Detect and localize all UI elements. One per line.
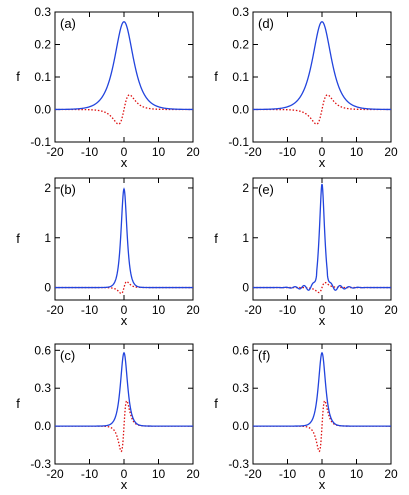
y-tick-label: 2	[44, 181, 51, 195]
x-tick-label: -20	[244, 145, 262, 159]
y-tick-label: 0.3	[232, 381, 249, 395]
x-tick-label: 20	[186, 145, 200, 159]
panel-label: (c)	[60, 348, 75, 363]
y-tick-label: 0.2	[232, 38, 249, 52]
y-tick-label: 0.0	[232, 103, 249, 117]
y-tick-label: 0	[242, 281, 249, 295]
x-axis-label: x	[121, 155, 128, 170]
x-tick-label: -10	[81, 303, 99, 317]
series-solid-line	[253, 183, 391, 291]
y-tick-label: 0.3	[34, 5, 51, 19]
series-solid-line	[253, 351, 391, 427]
x-tick-label: -10	[279, 145, 297, 159]
x-tick-label: 0	[319, 145, 326, 159]
y-tick-label: 0	[44, 281, 51, 295]
x-tick-label: -20	[46, 303, 64, 317]
x-tick-label: 10	[350, 145, 364, 159]
panel-label: (f)	[258, 348, 270, 363]
y-tick-label: 0.2	[34, 38, 51, 52]
x-tick-label: 10	[152, 145, 166, 159]
panel-e: -20 -10 0 10 20 0 1 2 x f (e)	[214, 177, 398, 328]
x-tick-label: -10	[81, 467, 99, 481]
x-tick-label: 10	[350, 467, 364, 481]
x-tick-label: 10	[350, 303, 364, 317]
y-tick-label: 0.0	[34, 419, 51, 433]
y-tick-label: 0.1	[232, 70, 249, 84]
y-tick-label: 0.6	[232, 343, 249, 357]
y-tick-label: 0.6	[34, 343, 51, 357]
y-axis-label: f	[214, 231, 218, 246]
x-tick-label: 0	[319, 303, 326, 317]
x-tick-label: 20	[384, 145, 398, 159]
x-tick-label: -20	[46, 467, 64, 481]
y-tick-label: 1	[44, 231, 51, 245]
y-axis-label: f	[214, 69, 218, 84]
y-tick-label: -0.3	[228, 457, 249, 471]
y-axis-label: f	[16, 231, 20, 246]
y-axis-label: f	[16, 69, 20, 84]
panel-a: -20 -10 0 10 20 -0.1 0.0 0.1 0.2 0.3 x f (a)	[16, 5, 200, 170]
panel-d: -20 -10 0 10 20 -0.1 0.0 0.1 0.2 0.3 x f (d)	[214, 5, 398, 170]
x-axis-label: x	[121, 477, 128, 492]
plot-frame	[54, 343, 194, 465]
plot-frame	[252, 343, 392, 465]
x-axis-label: x	[319, 313, 326, 328]
x-tick-label: 0	[121, 303, 128, 317]
x-tick-label: 20	[186, 303, 200, 317]
series-solid-line	[55, 21, 193, 111]
y-axis-label: f	[214, 396, 218, 411]
x-tick-label: -20	[244, 467, 262, 481]
x-axis-label: x	[121, 313, 128, 328]
y-tick-label: 0.0	[232, 419, 249, 433]
x-tick-label: -20	[244, 303, 262, 317]
y-tick-label: 0.1	[34, 70, 51, 84]
y-tick-label: -0.1	[30, 135, 51, 149]
y-tick-label: 0.3	[232, 5, 249, 19]
x-tick-label: 20	[186, 467, 200, 481]
x-tick-label: -10	[279, 467, 297, 481]
x-axis-label: x	[319, 477, 326, 492]
x-tick-label: 0	[121, 467, 128, 481]
x-tick-label: -10	[279, 303, 297, 317]
y-tick-label: -0.1	[228, 135, 249, 149]
x-tick-label: -20	[46, 145, 64, 159]
series-solid-line	[253, 21, 391, 111]
y-tick-label: -0.3	[30, 457, 51, 471]
y-tick-label: 0.3	[34, 381, 51, 395]
x-tick-label: 20	[384, 467, 398, 481]
series-solid-line	[55, 351, 193, 427]
x-tick-label: 0	[319, 467, 326, 481]
x-axis-label: x	[319, 155, 326, 170]
plot-frame	[252, 11, 392, 143]
series-solid-line	[55, 187, 193, 289]
y-tick-label: 1	[242, 231, 249, 245]
panel-f: -20 -10 0 10 20 -0.3 0.0 0.3 0.6 x f (f)	[214, 343, 398, 492]
x-tick-label: -10	[81, 145, 99, 159]
panel-label: (e)	[258, 182, 274, 197]
x-tick-label: 10	[152, 467, 166, 481]
panel-label: (b)	[60, 182, 76, 197]
panel-b: -20 -10 0 10 20 0 1 2 x f (b)	[16, 177, 200, 328]
x-tick-label: 0	[121, 145, 128, 159]
panel-label: (d)	[258, 16, 274, 31]
plot-frame	[54, 11, 194, 143]
x-tick-label: 20	[384, 303, 398, 317]
y-axis-label: f	[16, 396, 20, 411]
x-tick-label: 10	[152, 303, 166, 317]
y-tick-label: 0.0	[34, 103, 51, 117]
panel-c: -20 -10 0 10 20 -0.3 0.0 0.3 0.6 x f (c)	[16, 343, 200, 492]
y-tick-label: 2	[242, 181, 249, 195]
panel-label: (a)	[60, 16, 76, 31]
